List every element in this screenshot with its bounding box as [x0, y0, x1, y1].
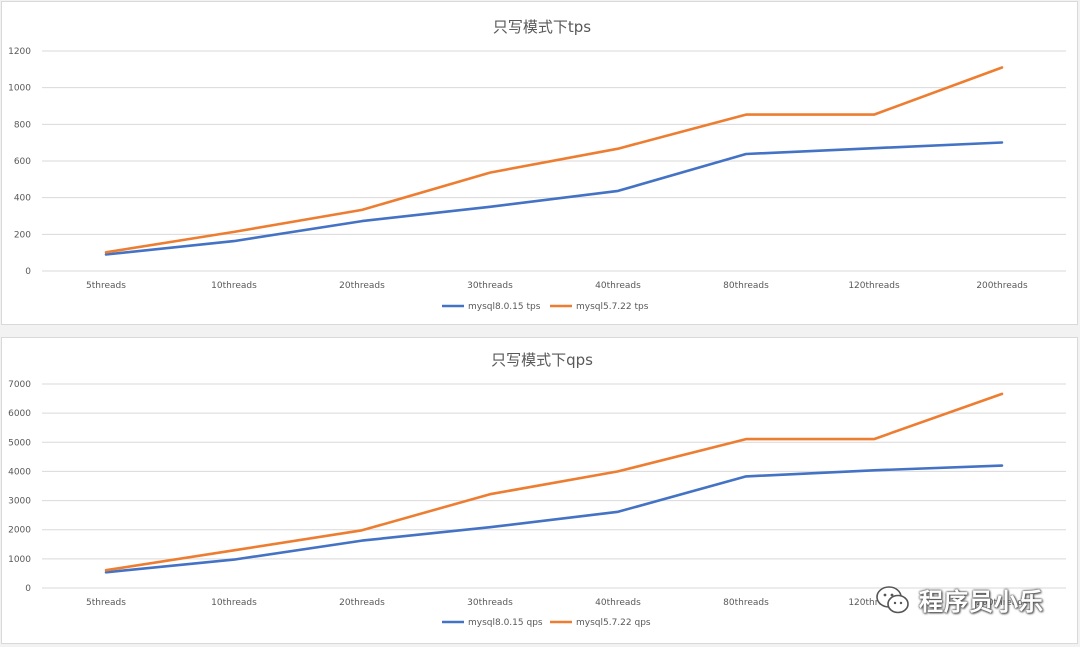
y-tick-label: 2000 — [8, 526, 31, 536]
chart-panel-tps: 只写模式下tps 0 200 400 600 800 1000 1200 5threads 10t… — [1, 1, 1078, 325]
x-tick-label: 20threads — [339, 281, 385, 291]
y-tick-label: 6000 — [8, 409, 31, 419]
x-tick-label: 200threads — [976, 598, 1028, 608]
chart-title: 只写模式下qps — [491, 351, 593, 369]
x-tick-label: 200threads — [976, 281, 1028, 291]
y-tick-label: 0 — [25, 267, 31, 277]
y-tick-label: 1200 — [8, 47, 31, 57]
watermark-text: 程序员小乐 — [919, 588, 1044, 616]
x-tick-label: 40threads — [595, 281, 641, 291]
tps-chart: 只写模式下tps 0 200 400 600 800 1000 1200 5threads 10t… — [8, 18, 1066, 312]
y-tick-label: 200 — [14, 230, 31, 240]
series-line-mysql8 — [104, 141, 1004, 256]
x-tick-label: 30threads — [467, 598, 513, 608]
y-tick-label: 7000 — [8, 380, 31, 390]
x-tick-label: 20threads — [339, 598, 385, 608]
x-tick-label: 10threads — [211, 598, 257, 608]
legend-label: mysql8.0.15 qps — [468, 618, 543, 628]
y-tick-label: 600 — [14, 157, 31, 167]
series-line-mysql57 — [104, 392, 1004, 572]
wechat-icon — [876, 585, 909, 613]
x-tick-label: 5threads — [86, 281, 126, 291]
x-tick-label: 10threads — [211, 281, 257, 291]
x-tick-label: 120threads — [848, 281, 900, 291]
y-tick-label: 4000 — [8, 467, 31, 477]
y-tick-label: 1000 — [8, 84, 31, 94]
series-line-mysql8 — [104, 464, 1004, 574]
legend-label: mysql5.7.22 tps — [576, 302, 649, 312]
x-tick-label: 80threads — [723, 598, 769, 608]
series-line-mysql57 — [104, 66, 1004, 254]
chart-title: 只写模式下tps — [493, 18, 591, 36]
x-tick-label: 30threads — [467, 281, 513, 291]
x-tick-label: 120threads — [848, 598, 900, 608]
x-tick-label: 80threads — [723, 281, 769, 291]
y-tick-label: 0 — [25, 584, 31, 594]
y-tick-label: 400 — [14, 194, 31, 204]
x-tick-label: 5threads — [86, 598, 126, 608]
y-tick-label: 3000 — [8, 497, 31, 507]
qps-chart: 只写模式下qps 0 1000 2000 3000 4000 5000 6000 7000 5th… — [8, 351, 1066, 628]
watermark: 程序员小乐 — [875, 582, 1044, 617]
y-tick-label: 800 — [14, 120, 31, 130]
x-tick-label: 40threads — [595, 598, 641, 608]
y-tick-label: 1000 — [8, 555, 31, 565]
y-tick-label: 5000 — [8, 438, 31, 448]
legend-label: mysql5.7.22 qps — [576, 618, 651, 628]
legend-label: mysql8.0.15 tps — [468, 302, 541, 312]
